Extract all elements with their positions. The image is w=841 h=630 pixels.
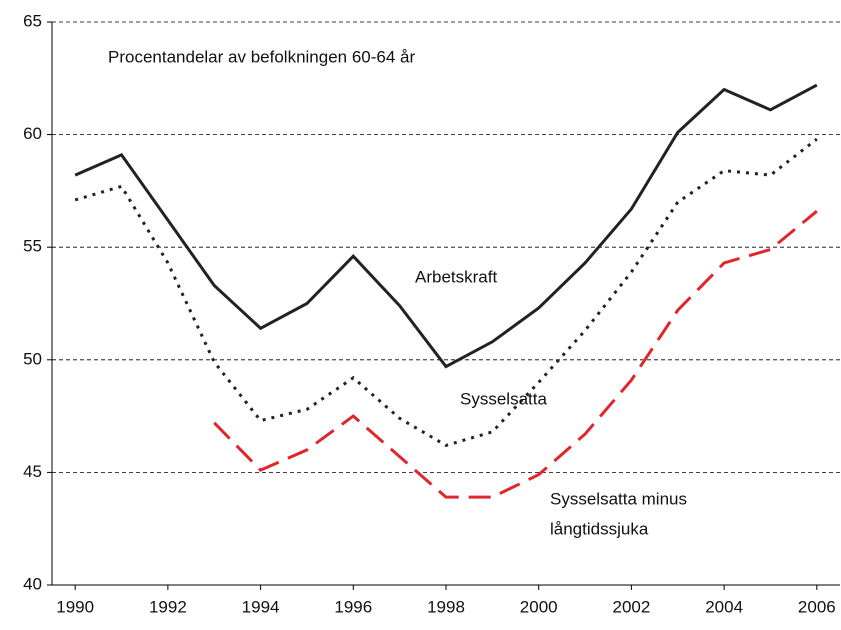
x-tick-label: 2000 — [520, 597, 558, 616]
series-line — [74, 83, 818, 369]
annotation: Arbetskraft — [415, 267, 497, 286]
annotation: Procentandelar av befolkningen 60-64 år — [108, 47, 415, 66]
x-tick-label: 2006 — [798, 597, 836, 616]
x-tick-label: 2002 — [612, 597, 650, 616]
y-tick-label: 60 — [23, 124, 42, 143]
y-tick-label: 65 — [23, 11, 42, 30]
annotation: långtidssjuka — [550, 519, 649, 538]
x-tick-label: 1998 — [427, 597, 465, 616]
series-line — [74, 137, 818, 447]
y-tick-label: 55 — [23, 237, 42, 256]
y-tick-label: 50 — [23, 349, 42, 368]
x-tick-label: 1992 — [149, 597, 187, 616]
x-tick-label: 1996 — [334, 597, 372, 616]
y-tick-label: 45 — [23, 462, 42, 481]
y-tick-label: 40 — [23, 574, 42, 593]
annotation: Sysselsatta — [460, 389, 547, 408]
x-tick-label: 2004 — [705, 597, 743, 616]
annotation: Sysselsatta minus — [550, 489, 687, 508]
x-tick-label: 1994 — [242, 597, 280, 616]
x-tick-label: 1990 — [56, 597, 94, 616]
series-line — [213, 210, 818, 499]
